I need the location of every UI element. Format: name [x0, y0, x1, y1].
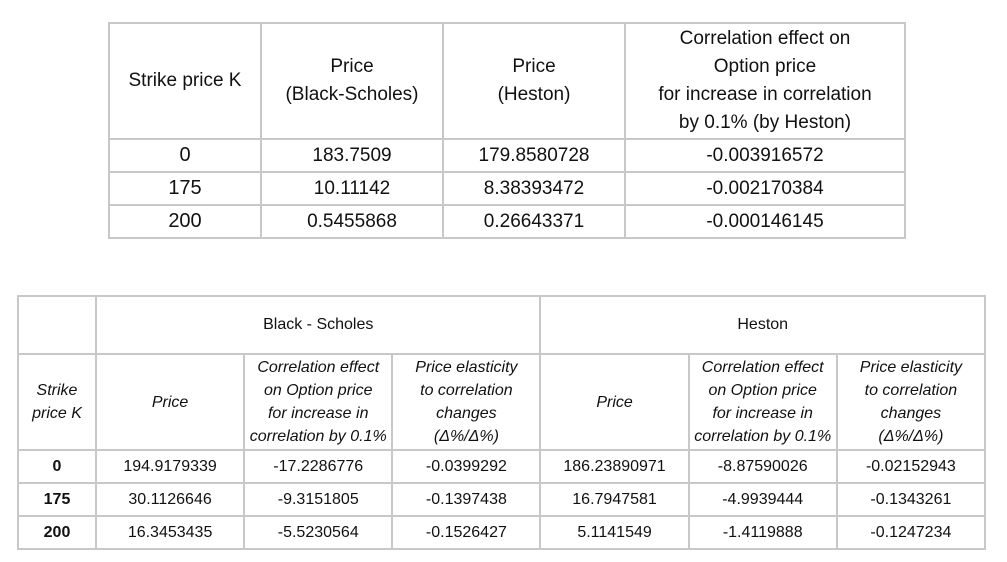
header-bs-price-elasticity: Price elasticity to correlation changes … [391, 353, 542, 451]
table-cell: -0.1343261 [835, 482, 987, 517]
table-cell: 179.8580728 [442, 138, 626, 173]
table-row: 200 16.3453435 -5.5230564 -0.1526427 5.1… [17, 515, 987, 550]
table-cell: -9.3151805 [243, 482, 394, 517]
table-cell: -5.5230564 [243, 515, 394, 550]
elasticity-comparison-table: Black - Scholes Heston Strike price K Pr… [17, 295, 987, 550]
table-cell: -0.02152943 [835, 449, 987, 484]
table-cell: 0.26643371 [442, 204, 626, 239]
table-cell: 183.7509 [260, 138, 444, 173]
header-heston-price-elasticity: Price elasticity to correlation changes … [835, 353, 987, 451]
table-cell: 0 [17, 449, 97, 484]
table-cell: 0.5455868 [260, 204, 444, 239]
price-comparison-table: Strike price K Price (Black-Scholes) Pri… [108, 22, 906, 239]
table-cell: 0 [108, 138, 262, 173]
table-cell: -8.87590026 [687, 449, 838, 484]
table-cell: 16.7947581 [539, 482, 690, 517]
header-heston-correlation-effect: Correlation effect on Option price for i… [687, 353, 838, 451]
table-cell: 175 [17, 482, 97, 517]
table-cell: 194.9179339 [94, 449, 246, 484]
table-sub-header-row: Strike price K Price Correlation effect … [17, 353, 987, 451]
table-cell: 200 [108, 204, 262, 239]
table-cell: -0.1397438 [391, 482, 542, 517]
header-strike-price: Strike price K [17, 353, 97, 451]
table-cell: -0.000146145 [624, 204, 906, 239]
table-cell: -17.2286776 [243, 449, 394, 484]
header-strike-price: Strike price K [108, 22, 262, 140]
table-group-header-row: Black - Scholes Heston [17, 295, 986, 355]
header-group-black-scholes: Black - Scholes [94, 295, 542, 355]
table-header-row: Strike price K Price (Black-Scholes) Pri… [108, 22, 906, 140]
table-cell: -0.003916572 [624, 138, 906, 173]
header-empty-corner [17, 295, 97, 355]
table-row: 0 194.9179339 -17.2286776 -0.0399292 186… [17, 449, 987, 484]
table-row: 175 30.1126646 -9.3151805 -0.1397438 16.… [17, 482, 987, 517]
header-bs-correlation-effect: Correlation effect on Option price for i… [243, 353, 394, 451]
table-cell: -0.1526427 [391, 515, 542, 550]
table-cell: -4.9939444 [687, 482, 838, 517]
table-cell: -0.1247234 [835, 515, 987, 550]
header-bs-price: Price [94, 353, 246, 451]
table-row: 0 183.7509 179.8580728 -0.003916572 [108, 138, 906, 173]
table-cell: -0.0399292 [391, 449, 542, 484]
table-cell: 30.1126646 [94, 482, 246, 517]
table-cell: 186.23890971 [539, 449, 690, 484]
table-cell: 200 [17, 515, 97, 550]
header-correlation-effect: Correlation effect on Option price for i… [624, 22, 906, 140]
header-heston-price: Price [539, 353, 690, 451]
table-cell: 175 [108, 171, 262, 206]
table-cell: 16.3453435 [94, 515, 246, 550]
table-cell: 10.11142 [260, 171, 444, 206]
header-group-heston: Heston [539, 295, 986, 355]
table-cell: 5.1141549 [539, 515, 690, 550]
table-cell: -0.002170384 [624, 171, 906, 206]
header-price-heston: Price (Heston) [442, 22, 626, 140]
table-cell: -1.4119888 [687, 515, 838, 550]
table-row: 175 10.11142 8.38393472 -0.002170384 [108, 171, 906, 206]
header-price-black-scholes: Price (Black-Scholes) [260, 22, 444, 140]
table-row: 200 0.5455868 0.26643371 -0.000146145 [108, 204, 906, 239]
table-cell: 8.38393472 [442, 171, 626, 206]
